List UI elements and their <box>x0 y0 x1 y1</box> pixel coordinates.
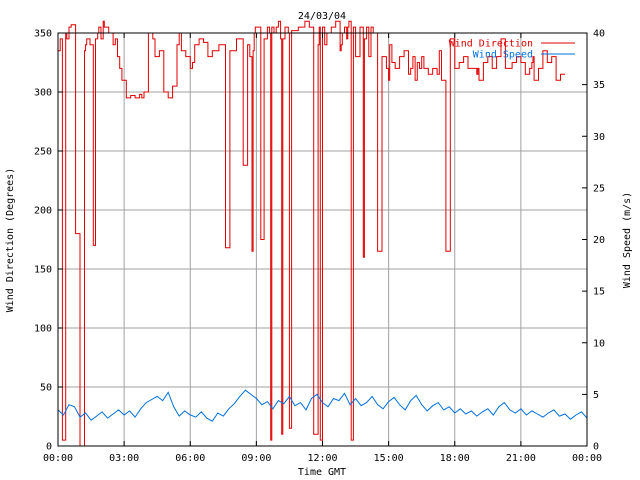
series-layer <box>57 20 588 447</box>
y-tick-label: 0 <box>46 442 52 453</box>
y-axis-label: Wind Direction (Degrees) <box>5 168 16 313</box>
y2-tick-label: 10 <box>593 338 605 349</box>
y2-tick-label: 15 <box>593 287 605 298</box>
y-tick-label: 350 <box>34 29 52 40</box>
legend-label: Wind Direction <box>449 39 533 50</box>
tick-labels: 00:00 03:00 06:00 09:00 12:00 15:00 18:00 21:00… <box>34 29 605 465</box>
x-tick-label: 03:00 <box>109 453 139 464</box>
x-tick-label: 21:00 <box>506 453 536 464</box>
y2-tick-label: 35 <box>593 80 605 91</box>
series-line-wind-speed <box>57 389 588 422</box>
y-tick-label: 200 <box>34 206 52 217</box>
axis-ticks <box>57 32 588 447</box>
y-tick-label: 50 <box>40 383 52 394</box>
x-tick-label: 06:00 <box>175 453 205 464</box>
legend-label: Wind Speed <box>473 50 533 61</box>
x-axis-label: Time GMT <box>298 467 346 478</box>
x-tick-label: 18:00 <box>440 453 470 464</box>
x-tick-label: 00:00 <box>43 453 73 464</box>
x-tick-label: 15:00 <box>374 453 404 464</box>
x-tick-label: 12:00 <box>307 453 337 464</box>
y-tick-label: 100 <box>34 324 52 335</box>
x-tick-label: 09:00 <box>241 453 271 464</box>
y2-tick-label: 20 <box>593 235 605 246</box>
y2-tick-label: 40 <box>593 29 605 40</box>
y2-tick-label: 0 <box>593 442 599 453</box>
y-tick-label: 300 <box>34 88 52 99</box>
x-tick-label: 00:00 <box>572 453 602 464</box>
chart-title: 24/03/04 <box>298 11 346 22</box>
series-line-wind-direction <box>58 20 565 447</box>
y2-tick-label: 30 <box>593 132 605 143</box>
y2-tick-label: 5 <box>593 390 599 401</box>
y2-tick-label: 25 <box>593 183 605 194</box>
y-tick-label: 150 <box>34 265 52 276</box>
y2-axis-label: Wind Speed (m/s) <box>622 192 633 288</box>
y-tick-label: 250 <box>34 147 52 158</box>
